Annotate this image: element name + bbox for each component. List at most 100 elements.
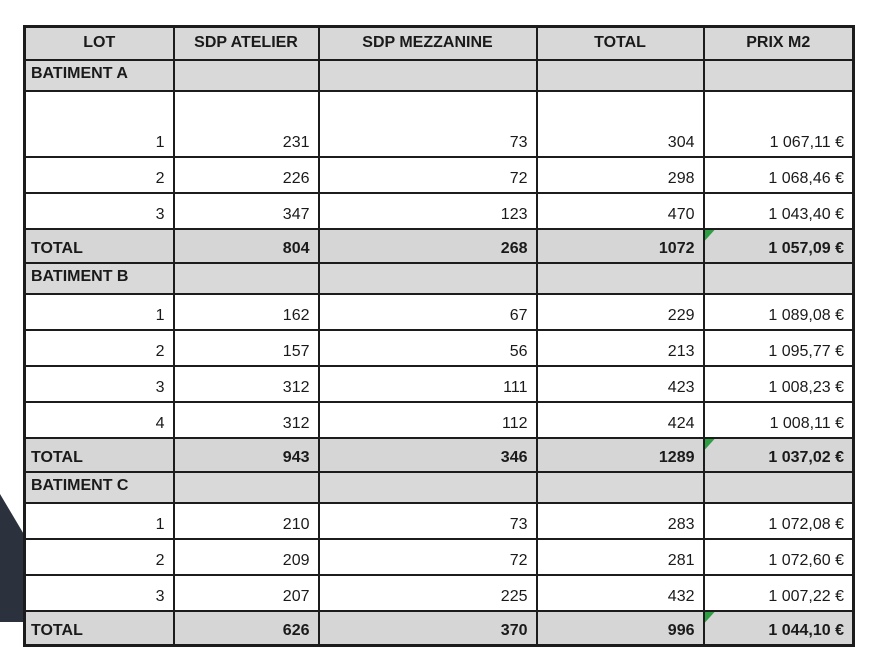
total-row: TOTAL 804 268 1072 1 057,09 € [23, 228, 855, 264]
data-row: 4 312 112 424 1 008,11 € [23, 401, 855, 439]
cell-value: 996 [667, 621, 695, 639]
cell-value: 424 [667, 414, 695, 432]
cell-value: 1 037,02 € [768, 448, 844, 466]
cell-value: 281 [667, 551, 695, 569]
cell: 432 [535, 574, 705, 612]
cell-value: 72 [509, 169, 528, 187]
cell: 3 [23, 574, 175, 612]
cell-value: 1 [155, 133, 165, 151]
cell: 2 [23, 156, 175, 194]
column-header-3: TOTAL [535, 25, 705, 61]
cell: 346 [317, 437, 538, 473]
cell-value: 210 [282, 515, 310, 533]
data-row: 2 157 56 213 1 095,77 € [23, 329, 855, 367]
cell-value: 347 [282, 205, 310, 223]
cell: 213 [535, 329, 705, 367]
cell: 229 [535, 293, 705, 331]
error-flag-triangle-icon [705, 612, 715, 623]
cell-value: 1 072,60 € [768, 551, 844, 569]
cell-value: 470 [667, 205, 695, 223]
cell-value: 1289 [658, 448, 695, 466]
cell-value: 1 [155, 515, 165, 533]
cell-value: TOTAL [31, 448, 83, 466]
cell-value: 73 [509, 515, 528, 533]
cell-value: 1 044,10 € [768, 621, 844, 639]
total-row: TOTAL 626 370 996 1 044,10 € [23, 610, 855, 647]
cell [172, 471, 320, 504]
cell: 123 [317, 192, 538, 230]
cell-value: 312 [282, 378, 310, 396]
cell-value: 157 [282, 342, 310, 360]
cell [317, 59, 538, 92]
cell: 2 [23, 538, 175, 576]
cell-value: 298 [667, 169, 695, 187]
cell-value: 2 [155, 169, 165, 187]
surface-table-container: LOT SDP ATELIER SDP MEZZANINE TOTAL PRIX M2 … [23, 25, 855, 647]
cell [172, 262, 320, 295]
cell: 3 [23, 192, 175, 230]
cell-value: TOTAL [31, 239, 83, 257]
cell: 72 [317, 156, 538, 194]
cell: 225 [317, 574, 538, 612]
data-row: 2 226 72 298 1 068,46 € [23, 156, 855, 194]
cell-value: 1 008,11 € [769, 414, 844, 432]
cell: 207 [172, 574, 320, 612]
cell [702, 59, 855, 92]
cell: 1289 [535, 437, 705, 473]
cell: 2 [23, 329, 175, 367]
cell-value: 207 [282, 587, 310, 605]
cell: BATIMENT B [23, 262, 175, 295]
section-row: BATIMENT A [23, 59, 855, 92]
cell-value: 3 [155, 587, 165, 605]
cell-value: 1 057,09 € [768, 239, 844, 257]
cell: 423 [535, 365, 705, 403]
cell: 268 [317, 228, 538, 264]
cell-value: 1 095,77 € [768, 342, 844, 360]
section-row: BATIMENT B [23, 262, 855, 295]
column-header-2: SDP MEZZANINE [317, 25, 538, 61]
cell [702, 471, 855, 504]
cell [702, 262, 855, 295]
cell: 281 [535, 538, 705, 576]
cell: BATIMENT A [23, 59, 175, 92]
cell: 210 [172, 502, 320, 540]
cell: 1 067,11 € [702, 90, 855, 158]
cell: 1 089,08 € [702, 293, 855, 331]
cell: 111 [317, 365, 538, 403]
cell: 73 [317, 502, 538, 540]
cell-value: BATIMENT A [31, 65, 128, 83]
cell-value: 111 [503, 378, 528, 396]
cell: 1 095,77 € [702, 329, 855, 367]
cell-value: 2 [155, 551, 165, 569]
cell: 283 [535, 502, 705, 540]
cell: 1 057,09 € [702, 228, 855, 264]
cell-value: 56 [509, 342, 528, 360]
cell: 1 043,40 € [702, 192, 855, 230]
cell: 3 [23, 365, 175, 403]
cell [535, 262, 705, 295]
column-header-4: PRIX M2 [702, 25, 855, 61]
cell-value: 3 [155, 205, 165, 223]
cell: 470 [535, 192, 705, 230]
cell: 1 044,10 € [702, 610, 855, 647]
cell: 424 [535, 401, 705, 439]
cell: 1 [23, 293, 175, 331]
cell: 226 [172, 156, 320, 194]
table-header: LOT SDP ATELIER SDP MEZZANINE TOTAL PRIX M2 [23, 25, 855, 61]
cell [535, 471, 705, 504]
cell: 73 [317, 90, 538, 158]
cell-value: 943 [282, 448, 310, 466]
cell: 1 072,08 € [702, 502, 855, 540]
cell [317, 471, 538, 504]
section-row: BATIMENT C [23, 471, 855, 504]
cell-value: 1 008,23 € [768, 378, 844, 396]
cell: 112 [317, 401, 538, 439]
cell: 209 [172, 538, 320, 576]
cell: 996 [535, 610, 705, 647]
cell-value: 67 [509, 306, 528, 324]
cell: 67 [317, 293, 538, 331]
cell: 304 [535, 90, 705, 158]
cell-value: 225 [500, 587, 528, 605]
cell-value: 1 007,22 € [768, 587, 844, 605]
cell-value: 209 [282, 551, 310, 569]
